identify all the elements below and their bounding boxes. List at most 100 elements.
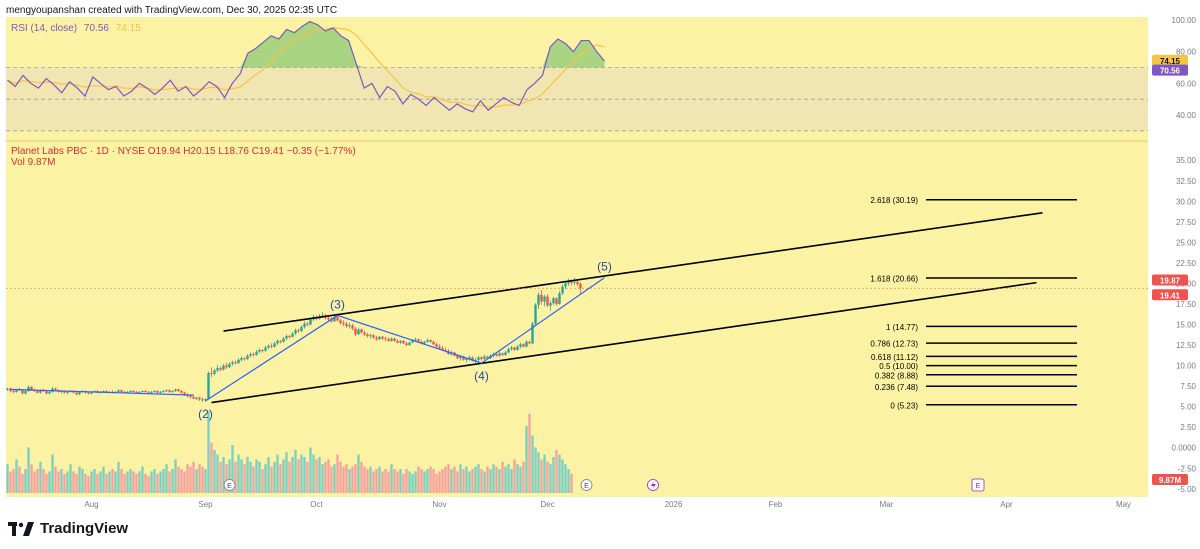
candle-body	[522, 344, 525, 347]
candle-body	[429, 340, 432, 342]
volume-bar	[81, 469, 84, 493]
candle	[519, 342, 522, 349]
candle-body	[27, 386, 30, 392]
fib-label: 1 (14.77)	[886, 323, 918, 332]
candle-body	[465, 359, 468, 360]
candle	[357, 327, 360, 336]
volume-pane	[6, 411, 573, 493]
candle	[390, 337, 393, 342]
candle-body	[102, 391, 105, 393]
candle	[243, 357, 246, 361]
volume-bar	[360, 461, 363, 493]
candle-body	[246, 355, 249, 359]
symbol-legend[interactable]: Planet Labs PBC · 1D · NYSE O19.94 H20.1…	[11, 146, 356, 157]
candle-body	[372, 335, 375, 338]
candle	[339, 318, 342, 325]
volume-bar	[414, 471, 417, 493]
candle	[168, 389, 171, 393]
rsi-overbought-fill	[7, 21, 605, 68]
volume-bar	[255, 459, 258, 493]
volume-bar	[495, 466, 498, 493]
fib-label: 0 (5.23)	[890, 401, 918, 410]
volume-bar	[453, 466, 456, 493]
candle-body	[369, 335, 372, 337]
time-tick-label: Apr	[1000, 500, 1013, 509]
candle	[387, 337, 390, 342]
candle-body	[414, 339, 417, 341]
candle	[348, 322, 351, 329]
rsi-tick-label: 100.00	[1172, 16, 1197, 25]
volume-bar	[399, 469, 402, 493]
wave-label: (2)	[198, 407, 213, 421]
volume-bar	[342, 466, 345, 493]
candle-body	[45, 391, 48, 394]
candle-body	[237, 359, 240, 364]
candle	[429, 339, 432, 343]
candle	[273, 341, 276, 348]
volume-bar	[63, 473, 66, 493]
volume-bar	[297, 459, 300, 493]
candle-body	[345, 323, 348, 327]
price-tick-label: 5.00	[1180, 403, 1196, 412]
time-tick-label: May	[1116, 500, 1131, 509]
candle	[534, 303, 537, 326]
volume-bar	[456, 471, 459, 493]
volume-bar	[213, 449, 216, 493]
volume-bar	[408, 471, 411, 493]
candle	[231, 360, 234, 366]
volume-bar	[18, 466, 21, 493]
tradingview-brand[interactable]: TradingView	[8, 520, 128, 537]
volume-bar	[231, 445, 234, 493]
volume-bar	[258, 461, 261, 493]
volume-bar	[477, 464, 480, 493]
candle-body	[444, 349, 447, 351]
candle-body	[342, 322, 345, 324]
volume-bar	[372, 471, 375, 493]
volume-bar	[237, 454, 240, 493]
volume-bar	[507, 464, 510, 493]
volume-bar	[168, 471, 171, 493]
candle	[516, 345, 519, 351]
candle-body	[456, 355, 459, 359]
volume-bar	[144, 473, 147, 493]
volume-bar	[303, 457, 306, 493]
volume-bar	[300, 454, 303, 493]
volume-bar	[105, 473, 108, 493]
price-tick-label: 22.50	[1176, 259, 1197, 268]
volume-bar	[501, 461, 504, 493]
volume-bar	[366, 469, 369, 493]
volume-bar	[174, 459, 177, 493]
candle-body	[138, 391, 141, 393]
volume-bar	[93, 469, 96, 493]
volume-bar	[222, 457, 225, 493]
rsi-legend[interactable]: RSI (14, close) 70.56 74.15	[11, 23, 141, 34]
volume-bar	[267, 457, 270, 493]
volume-bar	[285, 452, 288, 493]
candle	[252, 352, 255, 357]
candle	[369, 333, 372, 339]
candle	[477, 355, 480, 362]
volume-bar	[420, 469, 423, 493]
candle-body	[291, 333, 294, 337]
candle	[201, 397, 204, 402]
volume-bar	[534, 447, 537, 493]
volume-legend[interactable]: Vol 9.87M	[11, 157, 56, 168]
candle-body	[411, 340, 414, 343]
volume-bar	[543, 454, 546, 493]
candle-body	[117, 390, 120, 392]
volume-bar	[141, 466, 144, 493]
candle	[333, 314, 336, 323]
candle	[426, 338, 429, 343]
candle	[174, 388, 177, 392]
candle-body	[171, 391, 174, 393]
rsi-legend-value: 70.56	[83, 23, 109, 34]
candle-body	[12, 391, 15, 393]
candle-body	[213, 370, 216, 374]
volume-bar	[459, 464, 462, 493]
candle-body	[210, 372, 213, 374]
volume-bar	[570, 473, 573, 493]
candle	[381, 336, 384, 341]
prev-close-badge-bg	[1152, 274, 1188, 286]
candle	[177, 388, 180, 392]
candle-body	[330, 319, 333, 322]
